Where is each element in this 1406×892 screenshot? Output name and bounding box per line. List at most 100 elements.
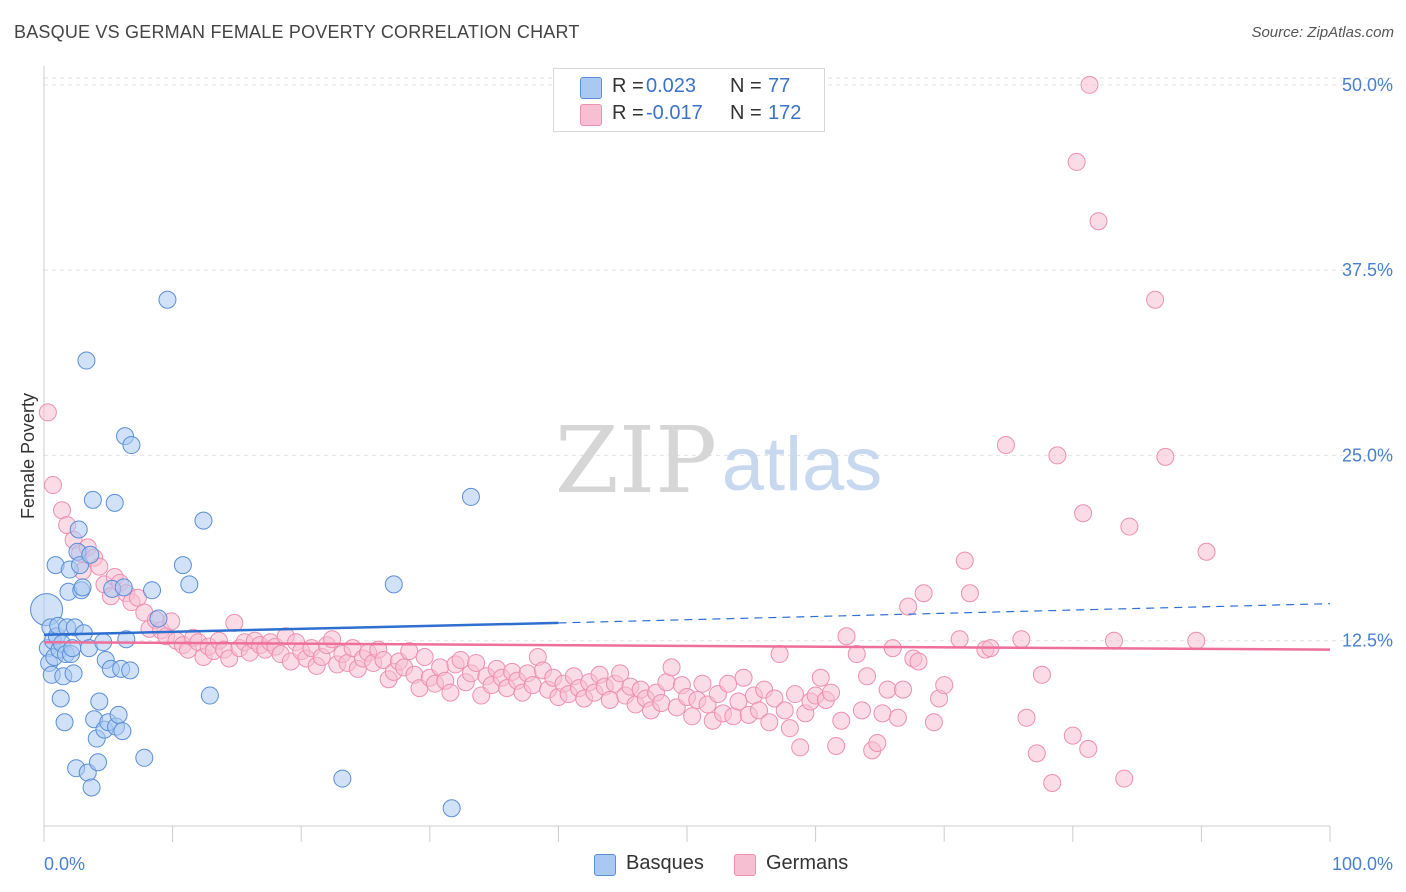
basques-point (114, 578, 133, 597)
source-label: Source: ZipAtlas.com (1251, 24, 1394, 41)
basques-n-value: 77 (768, 75, 791, 97)
germans-point (827, 736, 846, 755)
basques-legend-swatch (594, 854, 616, 876)
germans-point (734, 668, 753, 687)
germans-point (888, 708, 907, 727)
y-tick-label: 50.0% (1342, 75, 1393, 95)
basques-point (173, 556, 192, 575)
germans-point (770, 645, 789, 664)
basques-point (149, 609, 168, 628)
germans-point (914, 584, 933, 603)
germans-point (415, 648, 434, 667)
germans-point (1063, 726, 1082, 745)
germans-point (894, 680, 913, 699)
germans-point (899, 597, 918, 616)
germans-point (128, 588, 147, 607)
basques-point (143, 581, 162, 600)
basques-legend-label: Basques (626, 852, 704, 874)
germans-point (924, 713, 943, 732)
germans-point (1048, 446, 1067, 465)
basques-point (121, 661, 140, 680)
germans-point (662, 658, 681, 677)
germans-point (719, 674, 738, 693)
basques-point (105, 493, 124, 512)
basques-point (82, 778, 101, 797)
basques-point (55, 713, 74, 732)
basques-point (461, 487, 480, 506)
germans-point (1156, 447, 1175, 466)
basques-point (109, 705, 128, 724)
germans-point (868, 733, 887, 752)
basques-point (51, 689, 70, 708)
germans-point (1074, 504, 1093, 523)
basques-point (113, 722, 132, 741)
y-axis-title: Female Poverty (18, 393, 38, 519)
germans-point (1120, 517, 1139, 536)
germans-point (323, 630, 342, 649)
germans-n-label: N = (730, 102, 762, 124)
germans-point (441, 683, 460, 702)
basques-point (64, 664, 83, 683)
germans-legend-label: Germans (766, 852, 849, 874)
germans-n-value: 172 (768, 102, 802, 124)
gridlines (44, 77, 1392, 642)
basques-r-label: R = (612, 75, 644, 97)
basques-point (135, 748, 154, 767)
germans-point (955, 551, 974, 570)
basques-point (90, 692, 109, 711)
germans-point (600, 691, 619, 709)
basques-point (180, 575, 199, 594)
germans-point (873, 704, 892, 723)
basques-point (442, 799, 461, 818)
basques-point (81, 545, 100, 564)
germans-r-value: -0.017 (646, 102, 703, 124)
germans-point (878, 680, 897, 699)
germans-point (996, 436, 1015, 455)
germans-point (950, 630, 969, 649)
germans-point (786, 685, 805, 704)
basques-point (89, 753, 108, 772)
basques-point (333, 769, 352, 788)
germans-point (760, 713, 779, 732)
basques-point (73, 578, 92, 597)
germans-point (225, 613, 244, 632)
y-tick-label: 12.5% (1342, 631, 1393, 651)
germans-point (400, 642, 419, 661)
axes (43, 66, 1331, 842)
germans-point (960, 584, 979, 603)
germans-point (1079, 739, 1098, 758)
germans-point (467, 653, 486, 672)
germans-point (1027, 744, 1046, 763)
germans-point (729, 692, 748, 711)
germans-point (1067, 152, 1086, 171)
basques-trend-line (43, 621, 559, 637)
germans-point (1032, 665, 1051, 684)
germans-point (847, 645, 866, 664)
germans-point (1197, 542, 1216, 561)
germans-point (1089, 212, 1108, 231)
trend-lines (43, 603, 1331, 651)
basques-trend-extension (558, 603, 1331, 624)
germans-point (38, 403, 57, 422)
germans-point (780, 719, 799, 738)
germans-point (791, 738, 810, 757)
germans-point (1080, 75, 1099, 94)
basques-point (122, 436, 141, 455)
germans-point (683, 707, 702, 726)
germans-points (38, 75, 1216, 793)
x-tick-label-min: 0.0% (44, 854, 85, 874)
germans-point (909, 652, 928, 671)
basques-point (200, 686, 219, 705)
germans-point (611, 664, 630, 683)
germans-point (775, 701, 794, 720)
germans-point (1043, 774, 1062, 793)
germans-point (1146, 290, 1165, 309)
germans-point (693, 674, 712, 693)
germans-point (1104, 631, 1123, 650)
germans-point (1017, 708, 1036, 727)
basques-point (69, 520, 88, 539)
germans-point (811, 668, 830, 687)
y-tick-label: 25.0% (1342, 445, 1393, 465)
germans-point (523, 676, 542, 695)
